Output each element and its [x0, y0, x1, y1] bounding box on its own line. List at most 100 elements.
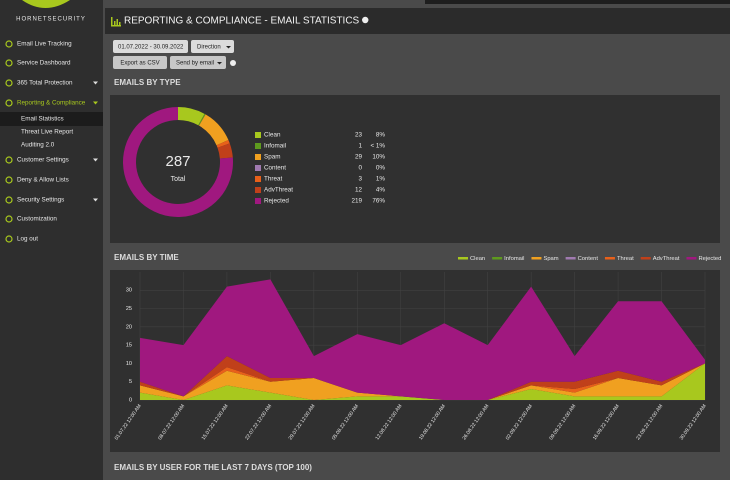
legend-percent: < 1% — [370, 143, 385, 150]
legend-percent: 76% — [372, 198, 385, 205]
legend-name: Content — [578, 256, 599, 262]
area — [140, 363, 705, 400]
menu-item[interactable]: Log out — [17, 236, 38, 243]
donut-total: 287 — [165, 153, 190, 170]
y-tick-label: 10 — [126, 361, 132, 367]
legend-count: 29 — [355, 154, 363, 161]
legend-percent: 0% — [376, 165, 386, 172]
chevron — [93, 81, 98, 85]
menu-icon — [5, 235, 13, 243]
menu-item[interactable]: Auditing 2.0 — [21, 142, 55, 149]
direction-label[interactable]: Direction — [197, 45, 221, 51]
top-strip — [425, 0, 730, 4]
y-tick-label: 20 — [126, 324, 132, 330]
section-heading: EMAILS BY TYPE — [114, 78, 181, 87]
legend-swatch — [255, 187, 261, 193]
menu-item[interactable]: Service Dashboard — [17, 60, 71, 67]
legend-name: Infomail — [264, 143, 286, 150]
area — [140, 279, 705, 400]
menu-icon — [5, 215, 13, 223]
legend-name: Content — [264, 165, 286, 172]
page-title: REPORTING & COMPLIANCE - EMAIL STATISTIC… — [124, 16, 360, 27]
legend-count: 3 — [358, 176, 362, 183]
legend-percent: 4% — [376, 187, 386, 194]
menu-icon — [5, 196, 13, 204]
donut-slice — [199, 114, 229, 146]
legend-percent: 8% — [376, 132, 386, 139]
legend-swatch — [255, 132, 261, 138]
legend-name: Clean — [264, 132, 281, 139]
info-icon[interactable] — [362, 16, 369, 24]
legend-name: Threat — [264, 176, 282, 183]
legend-swatch — [255, 176, 261, 182]
legend-name: AdvThreat — [264, 187, 293, 194]
legend-swatch — [458, 257, 468, 260]
menu-item[interactable]: Customer Settings — [17, 157, 69, 164]
legend-count: 23 — [355, 132, 363, 139]
menu-item[interactable]: Deny & Allow Lists — [17, 177, 69, 184]
menu-icon — [5, 176, 13, 184]
y-tick-label: 25 — [126, 306, 132, 312]
legend-swatch — [492, 257, 503, 260]
legend-name: Threat — [617, 256, 634, 262]
logo-mark — [22, 0, 70, 8]
menu-item[interactable]: Email Statistics — [21, 116, 64, 123]
menu-item[interactable]: 365 Total Protection — [17, 80, 73, 87]
active-item-bg — [0, 112, 103, 126]
legend-name: AdvThreat — [653, 256, 680, 262]
legend-count: 12 — [355, 187, 363, 194]
date-picker[interactable] — [113, 40, 188, 53]
send-label[interactable]: Send by email — [176, 61, 214, 67]
legend-name: Infomail — [504, 256, 524, 262]
legend-swatch — [255, 154, 261, 160]
send-button[interactable] — [170, 56, 226, 69]
info-icon[interactable] — [230, 60, 236, 66]
export-button[interactable] — [113, 56, 167, 69]
menu-item[interactable]: Customization — [17, 216, 57, 223]
direction-dropdown[interactable] — [191, 40, 234, 53]
area — [140, 356, 705, 400]
chevron — [93, 198, 98, 202]
legend-swatch — [565, 257, 576, 260]
export-label[interactable]: Export as CSV — [120, 61, 159, 67]
legend-count: 219 — [351, 198, 362, 205]
menu-icon — [5, 59, 13, 67]
donut-total-label: Total — [171, 176, 186, 183]
caret — [217, 62, 222, 65]
legend-name: Spam — [264, 154, 280, 161]
donut-slice — [178, 107, 205, 126]
menu-icon — [5, 40, 13, 48]
menu-item[interactable]: Threat Live Report — [21, 129, 73, 136]
legend-count: 1 — [358, 143, 362, 150]
menu-item[interactable]: Security Settings — [17, 197, 64, 204]
donut-slice — [198, 113, 206, 126]
menu-icon — [5, 99, 13, 107]
caret — [226, 46, 231, 49]
legend-swatch — [686, 257, 697, 260]
y-tick-label: 30 — [126, 288, 132, 294]
menu-item[interactable]: Email Live Tracking — [17, 41, 72, 48]
y-tick-label: 0 — [129, 397, 132, 403]
legend-swatch — [531, 257, 542, 260]
legend-name: Clean — [470, 256, 485, 262]
legend-swatch — [255, 143, 261, 149]
y-tick-label: 5 — [129, 379, 132, 385]
section-heading: EMAILS BY USER FOR THE LAST 7 DAYS (TOP … — [114, 463, 312, 472]
title-icon — [111, 17, 121, 27]
legend-swatch — [255, 198, 261, 204]
date-range[interactable]: 01.07.2022 - 30.09.2022 — [118, 45, 184, 51]
brand: HORNETSECURITY — [16, 17, 86, 23]
legend-percent: 10% — [372, 154, 385, 161]
sidebar — [0, 0, 103, 480]
chevron — [93, 158, 98, 162]
menu-item[interactable]: Reporting & Compliance — [17, 100, 86, 107]
legend-count: 0 — [358, 165, 362, 172]
legend-name: Rejected — [698, 256, 721, 262]
y-tick-label: 15 — [126, 343, 132, 349]
legend-percent: 1% — [376, 176, 386, 183]
donut-slice — [216, 140, 230, 148]
title-bar — [105, 8, 730, 34]
menu-icon — [5, 156, 13, 164]
